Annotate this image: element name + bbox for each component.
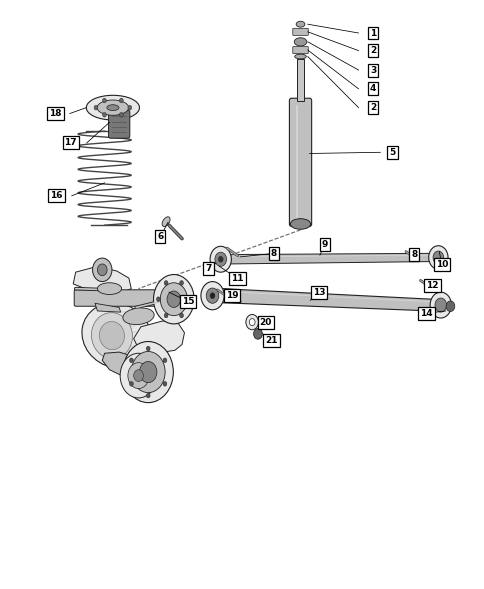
Text: 20: 20 [259, 317, 272, 327]
Circle shape [164, 280, 167, 285]
Text: 2: 2 [369, 46, 376, 55]
Circle shape [253, 329, 262, 339]
Circle shape [92, 258, 112, 282]
FancyBboxPatch shape [108, 110, 130, 138]
Circle shape [129, 358, 133, 363]
Text: 12: 12 [425, 280, 438, 290]
Text: 15: 15 [181, 297, 194, 306]
Circle shape [249, 319, 255, 326]
Ellipse shape [122, 308, 154, 325]
FancyBboxPatch shape [74, 290, 173, 306]
FancyBboxPatch shape [292, 28, 308, 35]
Circle shape [134, 370, 143, 382]
Circle shape [129, 382, 133, 386]
Text: 9: 9 [321, 240, 327, 249]
Ellipse shape [99, 322, 124, 350]
Circle shape [97, 264, 107, 276]
Circle shape [153, 274, 194, 324]
Circle shape [146, 346, 150, 351]
Ellipse shape [91, 313, 132, 359]
Text: 6: 6 [157, 233, 163, 241]
Polygon shape [102, 352, 165, 388]
Text: 3: 3 [369, 65, 376, 75]
Circle shape [210, 246, 231, 272]
Ellipse shape [106, 105, 119, 111]
Ellipse shape [162, 217, 170, 227]
Ellipse shape [97, 283, 121, 294]
Circle shape [163, 358, 166, 363]
Circle shape [187, 297, 191, 302]
Circle shape [214, 252, 226, 266]
Ellipse shape [294, 54, 306, 59]
Text: 17: 17 [64, 138, 77, 147]
Circle shape [120, 353, 157, 398]
Polygon shape [134, 321, 184, 353]
Text: 1: 1 [369, 28, 376, 38]
Circle shape [210, 293, 214, 299]
Circle shape [156, 297, 160, 302]
Circle shape [215, 257, 225, 269]
Text: 8: 8 [270, 249, 276, 258]
Circle shape [428, 246, 447, 269]
Text: 8: 8 [410, 250, 416, 259]
Ellipse shape [296, 21, 304, 27]
Circle shape [432, 251, 443, 264]
Circle shape [429, 292, 451, 318]
Text: 11: 11 [231, 274, 243, 283]
Circle shape [119, 98, 123, 103]
Circle shape [128, 363, 149, 389]
Text: 7: 7 [205, 263, 212, 273]
Circle shape [445, 301, 454, 312]
Text: 4: 4 [369, 84, 376, 93]
FancyBboxPatch shape [289, 98, 311, 226]
Bar [297, 59, 303, 101]
Polygon shape [228, 253, 430, 264]
Text: 10: 10 [435, 260, 447, 269]
Circle shape [131, 352, 165, 393]
Circle shape [218, 256, 223, 262]
Circle shape [166, 291, 180, 307]
Ellipse shape [294, 38, 306, 46]
Circle shape [102, 98, 106, 103]
Circle shape [434, 298, 446, 312]
Text: 16: 16 [50, 191, 62, 200]
Polygon shape [95, 303, 121, 312]
Circle shape [206, 288, 218, 303]
Text: 14: 14 [419, 309, 432, 318]
Polygon shape [73, 266, 131, 294]
Text: 19: 19 [225, 291, 238, 300]
Circle shape [139, 362, 157, 383]
Circle shape [102, 112, 106, 117]
Circle shape [179, 313, 183, 318]
FancyBboxPatch shape [292, 47, 308, 54]
Circle shape [123, 342, 173, 403]
Text: 2: 2 [369, 103, 376, 112]
Ellipse shape [86, 95, 139, 120]
Circle shape [160, 283, 187, 316]
Circle shape [146, 393, 150, 398]
Circle shape [245, 315, 258, 330]
Circle shape [200, 282, 224, 310]
Text: 13: 13 [312, 288, 324, 297]
Circle shape [163, 382, 166, 386]
Circle shape [119, 112, 123, 117]
Text: 18: 18 [49, 109, 61, 118]
Circle shape [179, 280, 183, 285]
Text: 5: 5 [389, 148, 395, 157]
Circle shape [164, 313, 167, 318]
Text: 21: 21 [265, 336, 277, 345]
Ellipse shape [97, 100, 128, 115]
Circle shape [94, 105, 98, 110]
Ellipse shape [82, 303, 151, 368]
Circle shape [128, 105, 132, 110]
Polygon shape [221, 289, 431, 311]
Ellipse shape [290, 219, 310, 229]
